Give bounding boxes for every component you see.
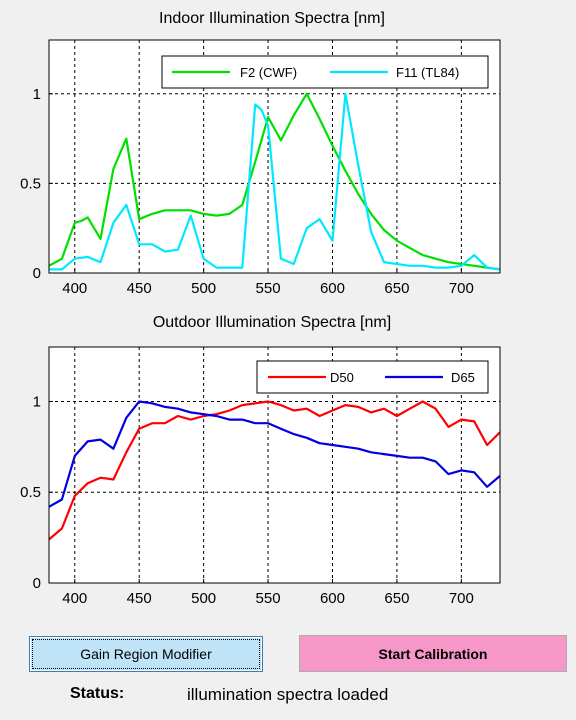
y-tick-label: 0: [33, 575, 41, 592]
legend-label-2: D65: [451, 370, 475, 385]
x-tick-label: 450: [127, 590, 152, 607]
x-tick-label: 400: [62, 280, 87, 297]
x-tick-label: 650: [384, 590, 409, 607]
x-tick-label: 500: [191, 280, 216, 297]
outdoor-spectra-chart: 400 450 500 550 600 650 700 0 0.5 1 D50 D65: [20, 346, 501, 607]
legend-label-1: F2 (CWF): [240, 65, 297, 80]
indoor-chart-title: Indoor Illumination Spectra [nm]: [159, 10, 385, 27]
series-line-2: [49, 92, 501, 271]
status-label: Status:: [70, 685, 125, 702]
x-tick-label: 400: [62, 590, 87, 607]
axes-box: [48, 346, 501, 584]
gain-region-modifier-button[interactable]: Gain Region Modifier: [29, 636, 263, 672]
x-tick-label: 600: [320, 590, 345, 607]
x-tick-label: 550: [256, 280, 281, 297]
y-tick-label: 1: [33, 86, 41, 103]
x-tick-label: 550: [256, 590, 281, 607]
x-tick-label: 450: [127, 280, 152, 297]
x-tick-label: 650: [384, 280, 409, 297]
x-tick-label: 700: [449, 280, 474, 297]
legend-label-2: F11 (TL84): [396, 65, 459, 80]
series-line-1: [48, 400, 501, 541]
legend-label-1: D50: [330, 370, 354, 385]
x-tick-label: 700: [449, 590, 474, 607]
y-tick-label: 1: [33, 393, 41, 410]
y-tick-label: 0: [33, 265, 41, 282]
status-value: illumination spectra loaded: [187, 685, 389, 704]
y-tick-label: 0.5: [20, 484, 41, 501]
y-tick-label: 0.5: [20, 175, 41, 192]
x-tick-label: 600: [320, 280, 345, 297]
axes-box: [48, 39, 501, 274]
outdoor-chart-title: Outdoor Illumination Spectra [nm]: [152, 314, 392, 331]
start-calibration-button[interactable]: Start Calibration: [299, 635, 567, 672]
x-tick-label: 500: [191, 590, 216, 607]
series-line-2: [48, 400, 501, 508]
indoor-spectra-chart: 400 450 500 550 600 650 700 0 0.5 1 F2 (CWF) F11 (T…: [20, 39, 501, 297]
series-line-1: [48, 92, 501, 271]
